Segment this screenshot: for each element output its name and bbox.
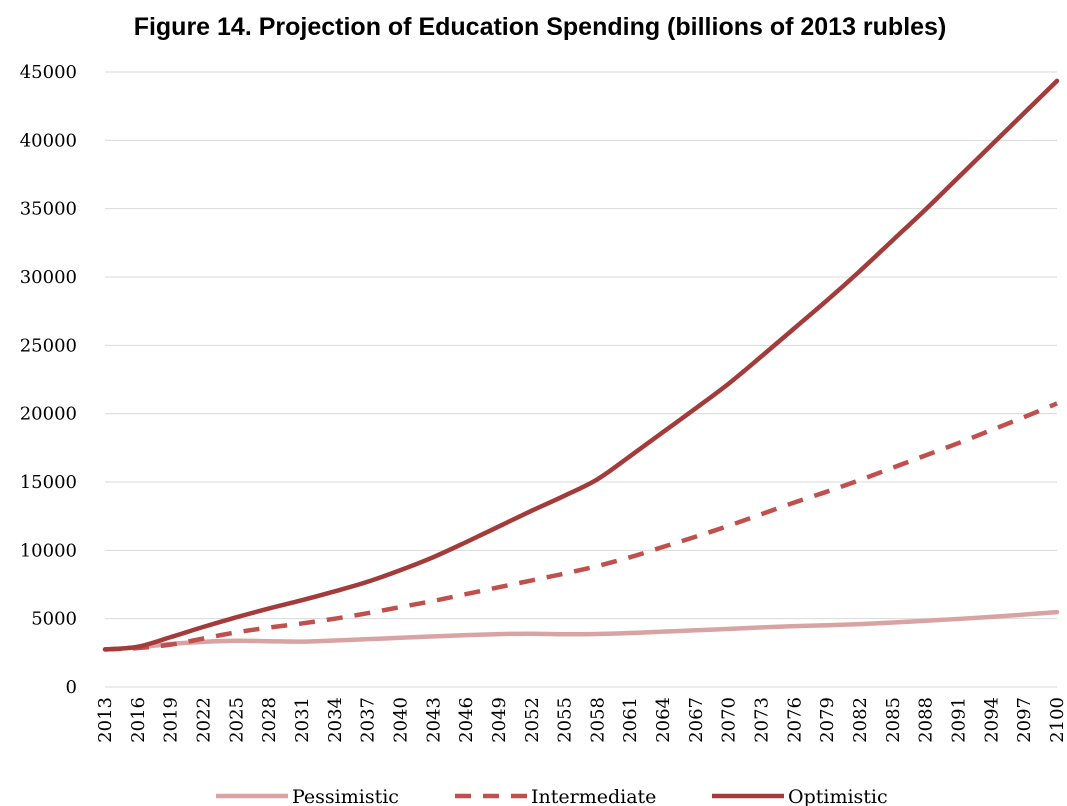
- legend-label-intermediate: Intermediate: [531, 786, 656, 806]
- x-axis: 2013 2016 2019 2022 2025 2028 2031 2034 2037 2040…: [95, 686, 1067, 743]
- y-tick-label: 5000: [31, 609, 77, 630]
- x-tick-label: 2061: [620, 697, 641, 743]
- x-tick-label: 2085: [883, 697, 904, 743]
- x-tick-label: 2025: [226, 697, 247, 743]
- y-tick-label: 10000: [20, 540, 77, 561]
- series-line-pessimistic: [102, 609, 1060, 652]
- y-tick-label: 0: [66, 677, 77, 698]
- x-tick-label: 2070: [719, 697, 740, 743]
- chart-title: Figure 14. Projection of Education Spend…: [134, 13, 947, 41]
- x-tick-label: 2079: [817, 697, 838, 743]
- x-tick-label: 2097: [1014, 697, 1035, 743]
- x-tick-label: 2049: [489, 697, 510, 743]
- x-tick-label: 2058: [587, 697, 608, 743]
- y-tick-label: 35000: [20, 199, 77, 220]
- x-tick-label: 2076: [784, 697, 805, 743]
- x-tick-label: 2034: [325, 697, 346, 743]
- y-tick-label: 20000: [20, 404, 77, 425]
- legend-label-optimistic: Optimistic: [788, 786, 888, 806]
- x-tick-label: 2073: [752, 697, 773, 743]
- x-tick-label: 2019: [161, 697, 182, 743]
- x-tick-label: 2091: [949, 697, 970, 743]
- series-line-intermediate: [104, 401, 1058, 652]
- y-axis: 0 5000 10000 15000 20000 25000 30000 35000 40000…: [20, 62, 77, 698]
- x-tick-label: 2013: [95, 697, 116, 743]
- x-tick-label: 2064: [653, 697, 674, 743]
- legend-label-pessimistic: Pessimistic: [292, 786, 399, 806]
- gridlines: [105, 71, 1057, 620]
- x-tick-label: 2094: [981, 697, 1002, 743]
- y-tick-label: 45000: [20, 62, 77, 83]
- y-tick-label: 40000: [20, 130, 77, 151]
- x-tick-label: 2052: [522, 697, 543, 743]
- x-tick-label: 2040: [390, 697, 411, 743]
- x-tick-label: 2055: [555, 697, 576, 743]
- x-tick-label: 2082: [850, 697, 871, 743]
- x-tick-label: 2022: [193, 697, 214, 743]
- y-tick-label: 30000: [20, 267, 77, 288]
- series-line-optimistic: [102, 78, 1060, 652]
- x-tick-label: 2016: [128, 697, 149, 743]
- x-tick-label: 2028: [259, 697, 280, 743]
- x-tick-label: 2088: [916, 697, 937, 743]
- x-tick-label: 2067: [686, 697, 707, 743]
- x-tick-label: 2046: [456, 697, 477, 743]
- x-tick-label: 2031: [292, 697, 313, 743]
- x-tick-label: 2043: [423, 697, 444, 743]
- x-tick-label: 2100: [1047, 697, 1067, 743]
- x-tick-label: 2037: [358, 697, 379, 743]
- legend: Pessimistic Intermediate Optimistic: [216, 786, 888, 806]
- series-lines: [102, 78, 1060, 652]
- y-tick-label: 25000: [20, 335, 77, 356]
- y-tick-label: 15000: [20, 472, 77, 493]
